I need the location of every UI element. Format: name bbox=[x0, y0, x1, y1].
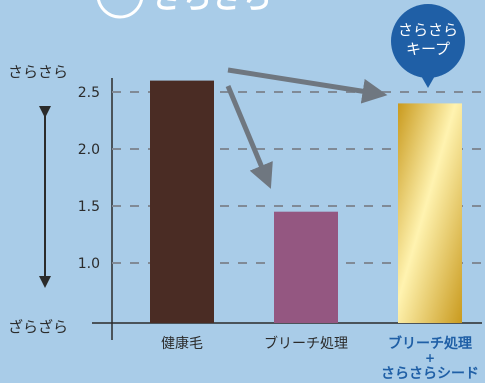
category-label: ブリーチ処理 bbox=[264, 335, 348, 352]
keep-badge: さらさら キープ bbox=[391, 4, 465, 88]
badge-line-1: さらさら bbox=[398, 21, 458, 39]
category-label: 健康毛 bbox=[161, 335, 203, 352]
header-circle-icon bbox=[97, 0, 143, 19]
arrow-to-gold-bar bbox=[227, 67, 388, 104]
arrow-to-bleach-bar bbox=[225, 85, 273, 189]
badge-circle bbox=[391, 4, 465, 78]
badge-line-2: キープ bbox=[406, 40, 450, 58]
y-tick-label: 2.0 bbox=[78, 142, 100, 158]
y-tick-label: 1.5 bbox=[78, 199, 100, 215]
category-label: さらさらシード bbox=[381, 366, 479, 382]
bar-1 bbox=[150, 80, 214, 323]
category-label: ブリーチ処理 bbox=[388, 335, 472, 352]
y-tick-labels: 1.0 1.5 2.0 2.5 bbox=[78, 85, 100, 272]
axis-label-top: さらさら bbox=[8, 63, 68, 81]
y-tick-label: 2.5 bbox=[78, 85, 100, 101]
category-label: + bbox=[425, 351, 435, 365]
header-title: さらさら bbox=[97, 0, 272, 19]
header-title-text: さらさら bbox=[152, 0, 272, 16]
category-labels: 健康毛 ブリーチ処理 ブリーチ処理+さらさらシード bbox=[161, 335, 479, 382]
bar-2 bbox=[274, 211, 338, 323]
badge-pointer bbox=[420, 74, 436, 88]
bar-3 bbox=[398, 103, 462, 324]
y-tick-label: 1.0 bbox=[78, 256, 100, 272]
bars bbox=[150, 80, 462, 324]
axis-label-bottom: ざらざら bbox=[8, 318, 68, 336]
